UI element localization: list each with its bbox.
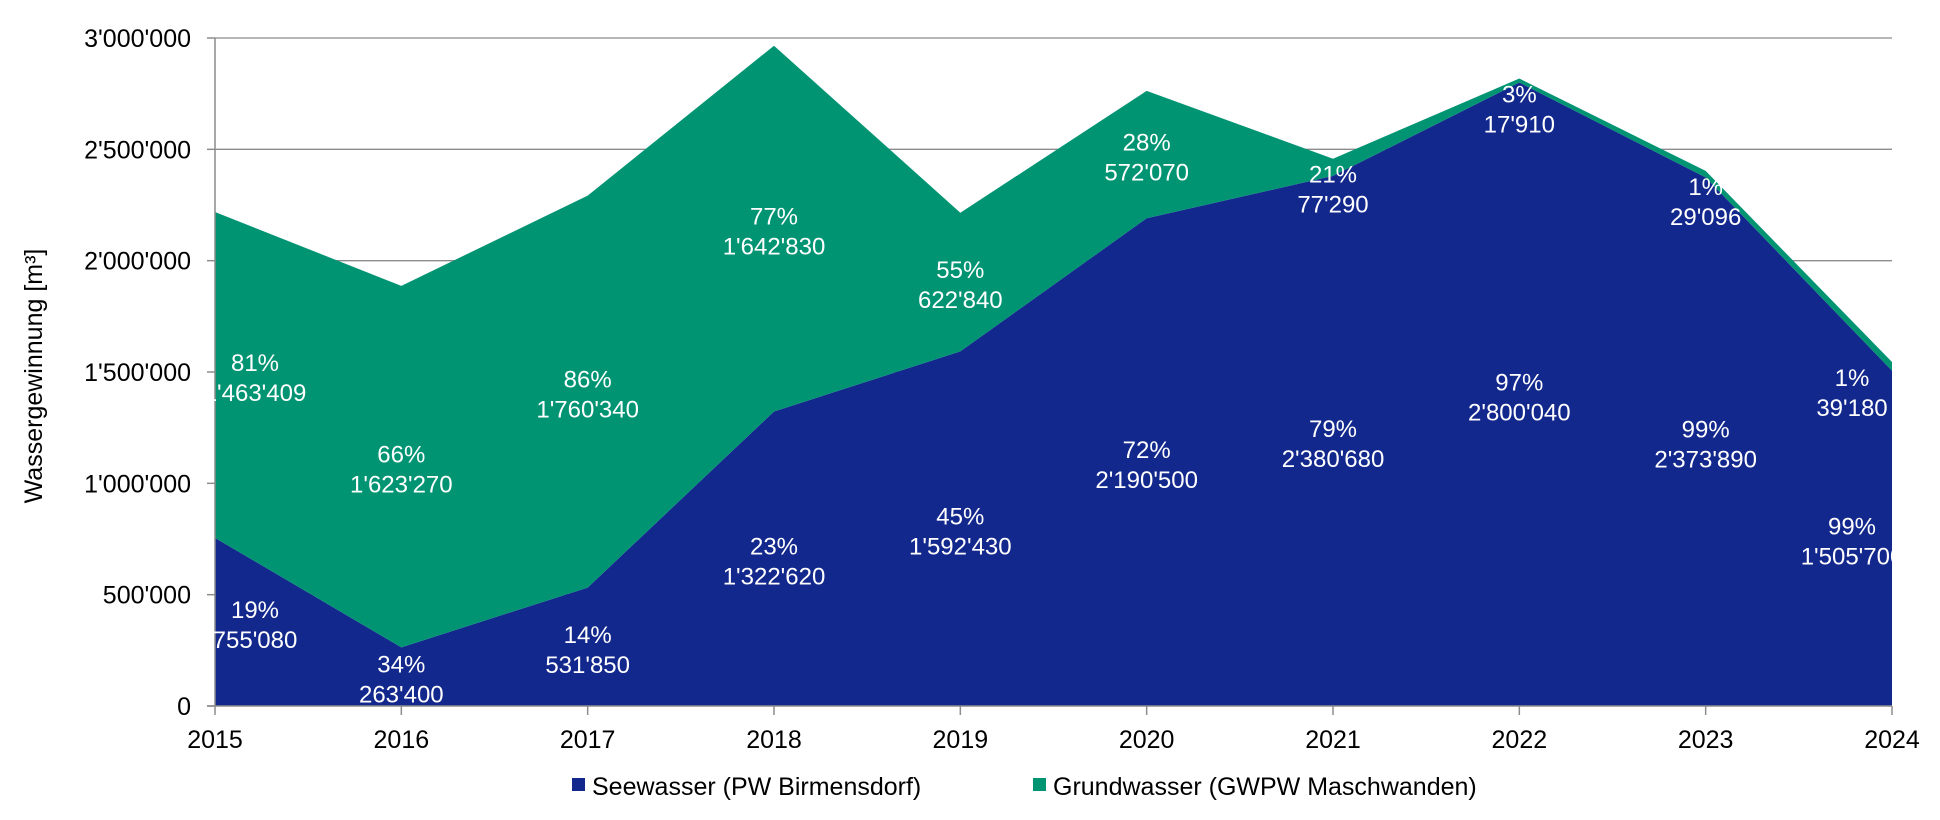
data-label-grundwasser: 77% 1'642'830	[723, 204, 826, 261]
data-label-seewasser: 99% 1'505'700	[1801, 513, 1904, 570]
area-series-seewasser	[215, 82, 1892, 707]
y-tick-label: 500'000	[103, 582, 191, 610]
data-label-percent: 14%	[564, 622, 612, 649]
data-label-value: 1'592'430	[909, 534, 1012, 561]
data-label-value: 39'180	[1816, 395, 1887, 422]
data-label-value: 622'840	[918, 287, 1003, 314]
tick-labels: 0 500'000 1'000'000 1'500'000 2'000'000 2'500…	[84, 25, 1920, 754]
data-label-seewasser: 99% 2'373'890	[1654, 417, 1757, 474]
data-label-value: 2'373'890	[1654, 447, 1757, 474]
axes	[207, 37, 1893, 715]
x-tick-label: 2017	[560, 726, 616, 754]
data-label-value: 2'380'680	[1282, 446, 1385, 473]
legend-swatch-seewasser	[572, 778, 585, 791]
data-label-percent: 66%	[377, 442, 425, 469]
data-label-seewasser: 45% 1'592'430	[909, 504, 1012, 561]
data-label-percent: 77%	[750, 204, 798, 231]
data-label-value: 1'642'830	[723, 234, 826, 261]
data-label-percent: 72%	[1123, 437, 1171, 464]
data-label-grundwasser: 55% 622'840	[918, 257, 1003, 314]
data-label-percent: 45%	[936, 504, 984, 531]
x-tick-label: 2023	[1678, 726, 1734, 754]
data-label-grundwasser: 3% 17'910	[1484, 82, 1555, 139]
data-label-percent: 79%	[1309, 416, 1357, 443]
x-tick-label: 2020	[1119, 726, 1175, 754]
legend-label-grundwasser: Grundwasser (GWPW Maschwanden)	[1053, 773, 1477, 801]
data-label-seewasser: 34% 263'400	[359, 652, 444, 709]
data-label-value: 1'623'270	[350, 472, 453, 499]
data-labels: 19% 755'080 81% 1'463'409 34% 263'400 66% 1'623…	[204, 82, 1904, 709]
y-axis-title: Wassergewinnung [m³]	[20, 249, 48, 504]
data-label-value: 2'190'500	[1095, 467, 1198, 494]
data-label-percent: 34%	[377, 652, 425, 679]
data-label-percent: 28%	[1123, 130, 1171, 157]
data-label-seewasser: 72% 2'190'500	[1095, 437, 1198, 494]
data-label-value: 1'505'700	[1801, 543, 1904, 570]
data-label-value: 755'080	[213, 627, 298, 654]
x-tick-label: 2022	[1492, 726, 1548, 754]
data-label-grundwasser: 28% 572'070	[1104, 130, 1189, 187]
legend: Seewasser (PW Birmensdorf) Grundwasser (…	[572, 773, 1477, 801]
data-label-percent: 97%	[1495, 369, 1543, 396]
data-label-value: 531'850	[545, 652, 630, 679]
data-label-percent: 21%	[1309, 162, 1357, 189]
data-label-grundwasser: 86% 1'760'340	[536, 367, 639, 424]
data-label-percent: 81%	[231, 350, 279, 377]
area-series-grundwasser	[215, 45, 1892, 648]
data-label-percent: 1%	[1835, 365, 1870, 392]
data-label-value: 2'800'040	[1468, 399, 1571, 426]
data-label-value: 1'463'409	[204, 380, 307, 407]
area-series	[215, 45, 1892, 707]
data-label-grundwasser: 66% 1'623'270	[350, 442, 453, 499]
data-label-value: 1'322'620	[723, 564, 826, 591]
legend-label-seewasser: Seewasser (PW Birmensdorf)	[592, 773, 921, 801]
data-label-percent: 86%	[564, 367, 612, 394]
data-label-percent: 99%	[1682, 417, 1730, 444]
data-label-grundwasser: 81% 1'463'409	[204, 350, 307, 407]
data-label-seewasser: 14% 531'850	[545, 622, 630, 679]
x-tick-label: 2019	[933, 726, 989, 754]
x-tick-label: 2024	[1864, 726, 1920, 754]
data-label-percent: 19%	[231, 597, 279, 624]
data-label-grundwasser: 1% 29'096	[1670, 174, 1741, 231]
data-label-value: 29'096	[1670, 204, 1741, 231]
data-label-percent: 55%	[936, 257, 984, 284]
data-label-seewasser: 19% 755'080	[213, 597, 298, 654]
y-tick-label: 1'000'000	[84, 470, 191, 498]
data-label-value: 17'910	[1484, 112, 1555, 139]
x-tick-label: 2016	[374, 726, 430, 754]
data-label-grundwasser: 21% 77'290	[1297, 162, 1368, 219]
x-tick-label: 2015	[187, 726, 243, 754]
data-label-percent: 23%	[750, 534, 798, 561]
y-tick-label: 2'500'000	[84, 136, 191, 164]
data-label-value: 77'290	[1297, 192, 1368, 219]
data-label-value: 263'400	[359, 682, 444, 709]
data-label-percent: 1%	[1688, 174, 1723, 201]
y-tick-label: 3'000'000	[84, 25, 191, 53]
data-label-seewasser: 79% 2'380'680	[1282, 416, 1385, 473]
y-tick-label: 2'000'000	[84, 248, 191, 276]
x-tick-label: 2021	[1305, 726, 1361, 754]
data-label-seewasser: 23% 1'322'620	[723, 534, 826, 591]
data-label-value: 572'070	[1104, 160, 1189, 187]
legend-swatch-grundwasser	[1033, 778, 1046, 791]
x-tick-label: 2018	[746, 726, 802, 754]
data-label-seewasser: 97% 2'800'040	[1468, 369, 1571, 426]
data-label-percent: 99%	[1828, 513, 1876, 540]
data-label-value: 1'760'340	[536, 397, 639, 424]
y-tick-label: 0	[177, 693, 191, 721]
y-tick-label: 1'500'000	[84, 359, 191, 387]
data-label-grundwasser: 1% 39'180	[1816, 365, 1887, 422]
data-label-percent: 3%	[1502, 82, 1537, 109]
